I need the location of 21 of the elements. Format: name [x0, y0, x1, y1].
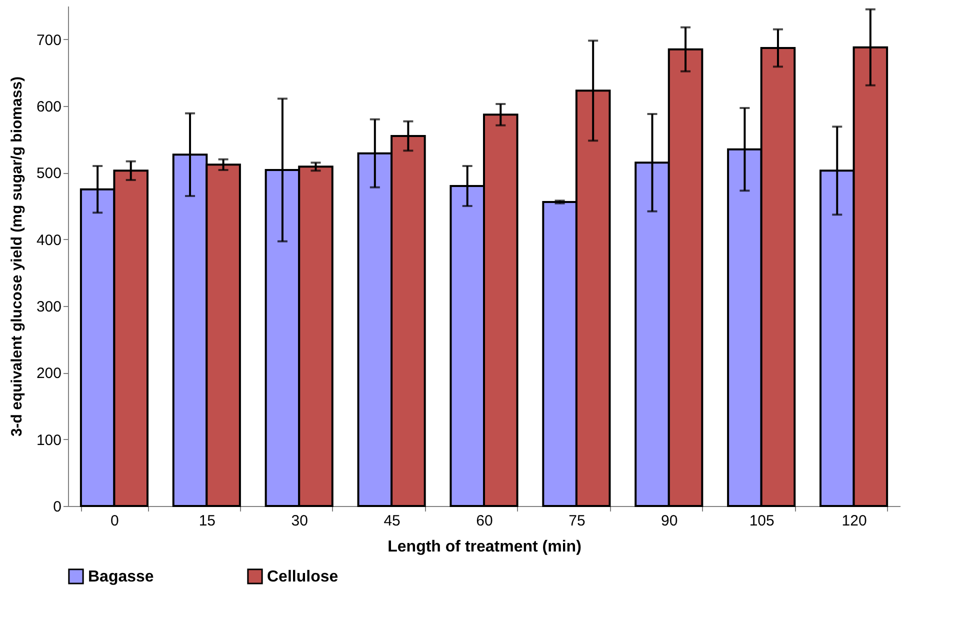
y-tick-label: 300 — [36, 298, 62, 316]
y-tick-label: 700 — [36, 32, 62, 49]
y-tick-label: 200 — [36, 365, 62, 382]
x-tick-label: 75 — [568, 512, 586, 530]
y-tick-label: 600 — [36, 98, 62, 116]
x-tick-label: 105 — [749, 512, 774, 530]
x-tick-label: 0 — [110, 512, 119, 530]
x-tick-label: 60 — [476, 512, 493, 530]
y-tick-label: 500 — [36, 165, 62, 182]
x-tick-label: 90 — [661, 512, 678, 530]
x-tick-label: 120 — [842, 512, 867, 530]
x-tick-label: 30 — [291, 512, 308, 530]
x-tick-label: 15 — [198, 512, 216, 530]
y-tick-label: 0 — [53, 498, 62, 516]
x-axis-title: Length of treatment (min) — [388, 538, 582, 556]
y-axis-title: 3-d equivalent glucose yield (mg sugar/g biomass) — [8, 76, 26, 437]
legend-label: Cellulose — [267, 568, 338, 586]
y-tick-label: 400 — [36, 232, 62, 249]
legend-label: Bagasse — [88, 568, 154, 586]
x-tick-label: 45 — [384, 512, 400, 530]
y-tick-label: 100 — [36, 432, 62, 449]
